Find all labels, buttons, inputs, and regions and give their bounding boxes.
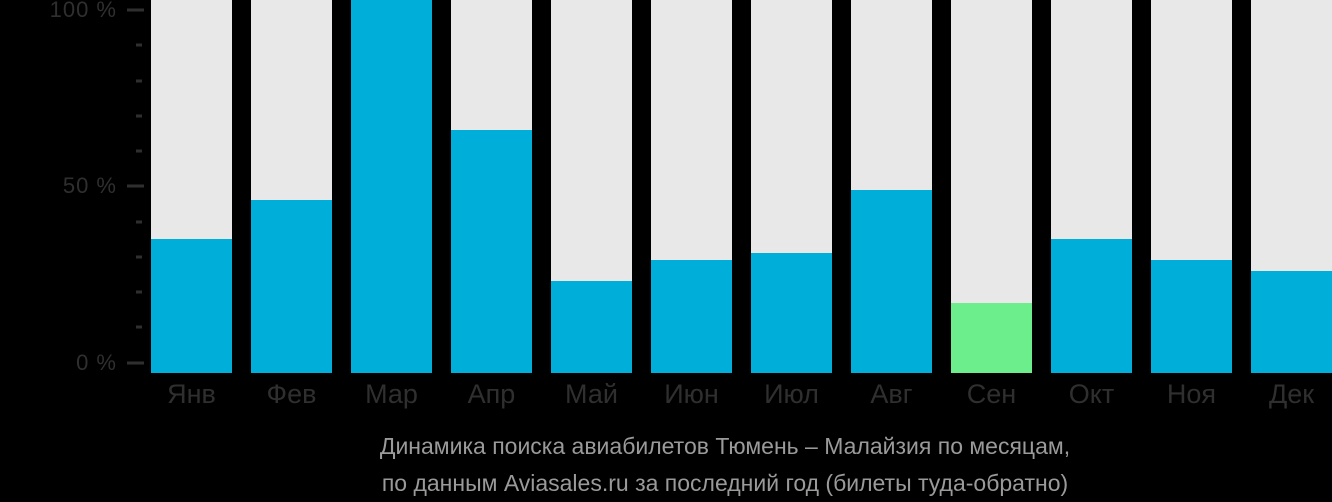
y-axis: 100 % 50 % 0 % <box>0 0 151 375</box>
x-tick-label: Ноя <box>1166 379 1217 409</box>
bar-Сен <box>951 303 1032 373</box>
x-tick-label: Мар <box>365 379 418 409</box>
x-tick-label: Янв <box>167 379 216 409</box>
y-axis-minor-tick <box>136 114 142 118</box>
bar-Ноя <box>1151 260 1232 373</box>
y-axis-minor-tick <box>136 220 142 223</box>
bar-column-Янв: Янв <box>151 0 232 409</box>
x-tick-label: Сен <box>966 379 1017 409</box>
bar-column-Июл: Июл <box>751 0 832 409</box>
y-axis-label: 0 % <box>76 349 117 375</box>
x-tick-label: Авг <box>870 379 913 409</box>
bar-column-Авг: Авг <box>851 0 932 409</box>
x-tick-label: Дек <box>1268 379 1315 409</box>
bar-column-Фев: Фев <box>251 0 332 409</box>
y-axis-major-tick <box>127 184 144 188</box>
x-tick-label: Май <box>565 379 618 409</box>
bar-Мар <box>351 0 432 373</box>
bar-column-Мар: Мар <box>351 0 432 409</box>
y-axis-minor-tick <box>136 255 142 259</box>
bar-Янв <box>151 239 232 373</box>
bar-column-Ноя: Ноя <box>1151 0 1232 409</box>
bar-Авг <box>851 190 932 373</box>
bar-Дек <box>1251 271 1332 373</box>
x-tick-label: Фев <box>266 379 317 409</box>
bar-Июн <box>651 260 732 373</box>
y-axis-minor-tick <box>136 290 142 294</box>
x-tick-label: Июл <box>764 379 819 409</box>
y-axis-major-tick <box>127 8 144 12</box>
bar-Май <box>551 281 632 373</box>
y-axis-minor-tick <box>136 149 142 153</box>
bar-column-Сен: Сен <box>951 0 1032 409</box>
bar-Окт <box>1051 239 1132 373</box>
bar-column-Окт: Окт <box>1051 0 1132 409</box>
y-axis-minor-tick <box>136 43 142 47</box>
y-axis-minor-tick <box>136 325 142 329</box>
y-axis-minor-tick <box>136 79 142 82</box>
y-axis-major-tick <box>127 361 144 364</box>
chart-title: Динамика поиска авиабилетов Тюмень – Мал… <box>379 433 1071 459</box>
bar-column-Май: Май <box>551 0 632 409</box>
x-tick-label: Апр <box>467 379 516 409</box>
bar-Июл <box>751 253 832 373</box>
x-tick-label: Окт <box>1068 379 1115 409</box>
plot-area: Янв Фев Мар Апр Май Июн Июл Авг Сен Окт Ноя Дек <box>151 0 1332 409</box>
bar-Апр <box>451 130 532 373</box>
y-axis-label: 100 % <box>49 0 117 22</box>
chart-subtitle: по данным Aviasales.ru за последний год … <box>381 470 1069 496</box>
chart-caption: Динамика поиска авиабилетов Тюмень – Мал… <box>125 428 1325 502</box>
bar-Фев <box>251 200 332 373</box>
bar-column-Дек: Дек <box>1251 0 1332 409</box>
y-axis-label: 50 % <box>62 173 117 199</box>
bar-column-Июн: Июн <box>651 0 732 409</box>
x-tick-label: Июн <box>664 379 719 409</box>
bar-column-Апр: Апр <box>451 0 532 409</box>
